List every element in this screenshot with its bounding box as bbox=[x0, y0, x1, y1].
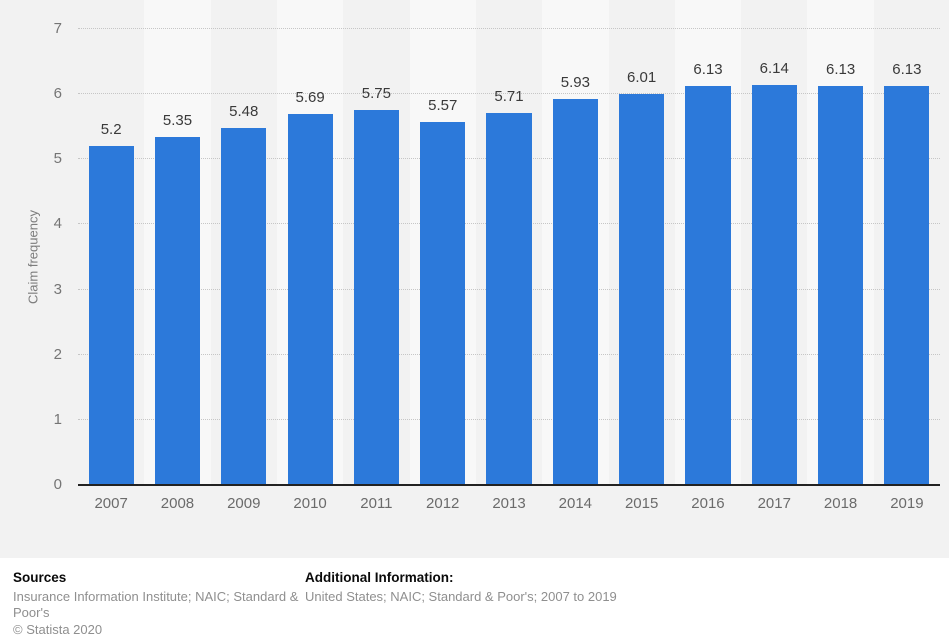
bar-value-label: 5.48 bbox=[229, 103, 259, 121]
y-tick-label: 2 bbox=[53, 345, 62, 363]
bar-value-label: 5.71 bbox=[494, 88, 524, 106]
bar bbox=[154, 136, 200, 485]
gridline bbox=[78, 93, 940, 95]
bar bbox=[751, 85, 797, 485]
x-tick-label: 2018 bbox=[823, 495, 858, 512]
chart-column: 6.13 bbox=[807, 0, 873, 485]
chart-column: 5.71 bbox=[476, 0, 542, 485]
x-tick-label: 2010 bbox=[293, 495, 327, 512]
x-axis-labels: 2007 2008 2009 2010 2011 2012 2013 2014 2015 2016… bbox=[78, 495, 940, 512]
chart-column: 6.13 bbox=[874, 0, 940, 485]
chart-column: 5.35 bbox=[144, 0, 210, 485]
bar bbox=[486, 113, 532, 485]
chart-canvas: Claim frequency 5.2 5.35 5.48 5.69 5.75 5.57 5… bbox=[0, 0, 949, 558]
gridline bbox=[78, 28, 940, 29]
bar-value-label: 5.2 bbox=[100, 121, 122, 139]
bar-value-label: 5.69 bbox=[295, 89, 325, 107]
chart-column: 6.01 bbox=[609, 0, 675, 485]
additional-information-heading: Additional Information: bbox=[305, 570, 454, 585]
chart-column: 6.14 bbox=[741, 0, 807, 485]
bar bbox=[685, 85, 731, 485]
sources-block: Sources Insurance Information Institute;… bbox=[13, 570, 305, 638]
bar-value-label: 6.13 bbox=[693, 60, 723, 78]
x-tick-label: 2011 bbox=[360, 495, 393, 512]
bar bbox=[619, 93, 665, 485]
chart-column: 5.48 bbox=[211, 0, 277, 485]
x-tick-label: 2009 bbox=[227, 495, 261, 512]
bar bbox=[420, 122, 466, 485]
chart-column: 6.13 bbox=[675, 0, 741, 485]
sources-text: Insurance Information Institute; NAIC; S… bbox=[13, 589, 299, 620]
x-tick-label: 2016 bbox=[691, 495, 725, 512]
x-tick-label: 2013 bbox=[492, 495, 526, 512]
y-tick-label: 5 bbox=[53, 150, 62, 168]
statista-copyright: © Statista 2020 bbox=[13, 622, 103, 637]
footer: Sources Insurance Information Institute;… bbox=[0, 558, 949, 644]
chart-column: 5.57 bbox=[410, 0, 476, 485]
chart-column: 5.93 bbox=[542, 0, 608, 485]
bar bbox=[353, 110, 399, 485]
plot-area: 5.2 5.35 5.48 5.69 5.75 5.57 5.71 5.93 6.01 6.13 6… bbox=[78, 0, 940, 485]
x-tick-label: 2017 bbox=[757, 495, 791, 512]
bar-value-label: 6.01 bbox=[627, 68, 657, 86]
y-tick-label: 4 bbox=[53, 215, 62, 233]
bars-layer: 5.2 5.35 5.48 5.69 5.75 5.57 5.71 5.93 6.01 6.13 6… bbox=[78, 0, 940, 485]
sources-heading: Sources bbox=[13, 570, 67, 585]
y-tick-label: 6 bbox=[53, 85, 62, 103]
bar-value-label: 6.13 bbox=[825, 60, 856, 78]
additional-information-block: Additional Information: United States; N… bbox=[305, 570, 925, 605]
x-tick-label: 2019 bbox=[890, 495, 924, 512]
y-tick-label: 3 bbox=[53, 280, 62, 298]
chart-column: 5.2 bbox=[78, 0, 144, 485]
x-tick-label: 2014 bbox=[558, 495, 593, 512]
bar-value-label: 5.35 bbox=[162, 111, 193, 129]
bar-value-label: 5.93 bbox=[560, 73, 590, 91]
bar-value-label: 5.75 bbox=[361, 85, 391, 103]
bar-value-label: 5.57 bbox=[428, 97, 458, 115]
x-tick-label: 2008 bbox=[160, 495, 195, 512]
bar bbox=[818, 85, 864, 485]
bar bbox=[552, 98, 598, 485]
bar bbox=[88, 146, 134, 485]
bar bbox=[221, 128, 267, 485]
additional-information-text: United States; NAIC; Standard & Poor's; … bbox=[305, 589, 617, 604]
x-tick-label: 2015 bbox=[624, 495, 659, 512]
y-tick-label: 1 bbox=[53, 410, 62, 428]
bar-value-label: 6.13 bbox=[892, 60, 922, 78]
x-axis-line bbox=[78, 484, 940, 486]
bar-value-label: 6.14 bbox=[759, 60, 789, 78]
chart-column: 5.75 bbox=[343, 0, 409, 485]
bar bbox=[287, 114, 333, 485]
x-tick-label: 2012 bbox=[426, 495, 460, 512]
y-tick-label: 7 bbox=[53, 20, 62, 37]
y-tick-label: 0 bbox=[53, 476, 62, 493]
x-tick-label: 2007 bbox=[94, 495, 128, 512]
bar bbox=[884, 85, 930, 485]
chart-column: 5.69 bbox=[277, 0, 343, 485]
